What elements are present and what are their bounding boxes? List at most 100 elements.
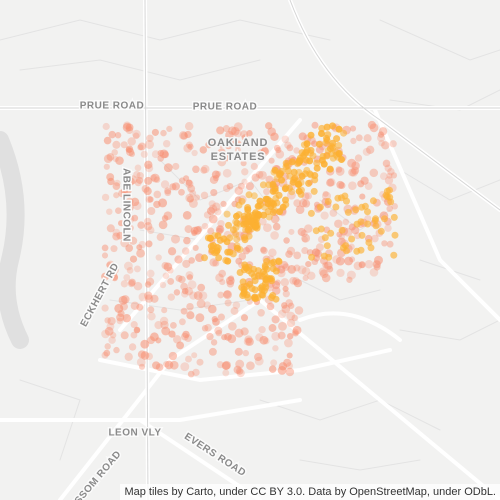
point xyxy=(277,331,286,340)
point xyxy=(160,129,167,137)
point xyxy=(284,141,292,149)
point xyxy=(137,350,146,359)
point xyxy=(163,211,173,221)
point xyxy=(287,265,297,274)
point xyxy=(214,326,223,335)
point xyxy=(384,164,392,172)
point xyxy=(386,172,393,179)
point xyxy=(118,295,128,305)
point xyxy=(351,226,360,235)
point xyxy=(361,202,369,210)
point xyxy=(254,202,262,210)
point xyxy=(104,343,111,350)
point xyxy=(391,231,399,239)
point xyxy=(178,177,186,185)
point xyxy=(180,362,190,372)
point xyxy=(254,294,262,302)
point xyxy=(185,355,192,363)
point xyxy=(210,339,218,346)
road-label: PRUE ROAD xyxy=(193,102,258,113)
point xyxy=(228,321,237,331)
point xyxy=(302,199,311,208)
point xyxy=(292,325,302,335)
point xyxy=(243,337,252,346)
point xyxy=(255,170,264,179)
point xyxy=(178,275,186,284)
point xyxy=(371,234,379,243)
point xyxy=(106,224,115,233)
point xyxy=(209,242,217,249)
point xyxy=(313,159,321,167)
point xyxy=(102,122,110,131)
point xyxy=(384,224,392,232)
point xyxy=(203,211,212,219)
point xyxy=(353,261,363,271)
point xyxy=(182,330,190,339)
point xyxy=(302,149,309,157)
point xyxy=(140,150,148,158)
point xyxy=(101,244,109,252)
point xyxy=(294,306,304,315)
point xyxy=(269,208,277,216)
point xyxy=(334,219,343,229)
point xyxy=(171,182,180,191)
point xyxy=(136,176,144,184)
point xyxy=(223,290,232,300)
point xyxy=(363,134,372,143)
point xyxy=(220,200,227,208)
point xyxy=(288,228,295,235)
point xyxy=(342,242,350,250)
point xyxy=(233,129,242,138)
point xyxy=(170,322,177,329)
point xyxy=(347,158,357,168)
point xyxy=(386,205,393,212)
point xyxy=(262,337,270,345)
point xyxy=(266,302,275,311)
point xyxy=(244,226,252,234)
point xyxy=(353,220,361,228)
point xyxy=(270,359,278,367)
point xyxy=(230,307,239,315)
point xyxy=(191,352,198,359)
point xyxy=(241,236,249,244)
point xyxy=(113,346,120,354)
point xyxy=(144,291,153,300)
point xyxy=(164,189,172,197)
point xyxy=(315,243,324,252)
point xyxy=(286,352,293,359)
point xyxy=(110,332,117,339)
point xyxy=(386,240,394,248)
point xyxy=(188,199,198,208)
point xyxy=(289,276,298,285)
point xyxy=(254,267,262,275)
point xyxy=(106,208,113,215)
point xyxy=(144,217,152,226)
point xyxy=(184,225,193,234)
point xyxy=(310,187,318,195)
point xyxy=(336,180,345,189)
point xyxy=(162,139,171,148)
point xyxy=(143,187,152,196)
point xyxy=(387,167,395,176)
point xyxy=(228,126,237,135)
point xyxy=(300,229,308,238)
point xyxy=(259,217,267,226)
point xyxy=(235,359,245,369)
point xyxy=(153,200,161,209)
point xyxy=(208,304,217,314)
point xyxy=(286,318,296,328)
point xyxy=(221,361,231,371)
point xyxy=(231,139,240,148)
point xyxy=(367,120,377,130)
point xyxy=(128,343,137,351)
point xyxy=(104,326,114,336)
point xyxy=(258,272,266,280)
point xyxy=(222,369,230,377)
point xyxy=(122,186,132,195)
point xyxy=(267,275,275,283)
point xyxy=(159,149,169,159)
point xyxy=(208,214,218,224)
point xyxy=(246,361,255,371)
point xyxy=(311,121,319,129)
